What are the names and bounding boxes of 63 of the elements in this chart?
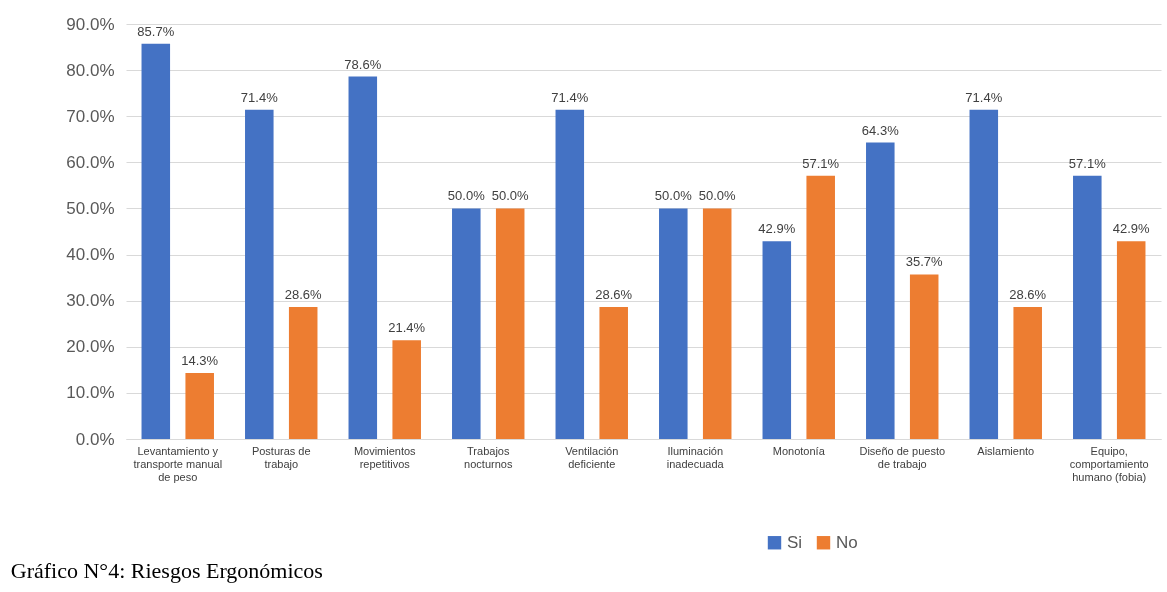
- bar: [348, 76, 378, 439]
- y-tick-label: 0.0%: [75, 429, 115, 449]
- data-label: 57.1%: [1068, 155, 1107, 171]
- data-label: 14.3%: [181, 353, 219, 369]
- data-label: 50.0%: [447, 188, 486, 204]
- y-tick-label: 90.0%: [66, 14, 115, 34]
- data-label: 28.6%: [1009, 287, 1047, 303]
- bar: [495, 208, 525, 439]
- data-label: 71.4%: [965, 89, 1003, 105]
- x-tick-label: Posturas de trabajo: [251, 444, 311, 470]
- bar: [702, 208, 732, 439]
- x-tick-label: Trabajos nocturnos: [464, 444, 513, 470]
- bar: [599, 307, 628, 439]
- data-label: 42.9%: [758, 221, 796, 237]
- x-tick-label: Monotonía: [772, 444, 826, 457]
- bar: [1116, 241, 1146, 439]
- legend-label: No: [836, 532, 858, 552]
- data-label: 28.6%: [284, 287, 323, 303]
- x-tick-label: Ventilación deficiente: [565, 444, 619, 470]
- y-tick-label: 30.0%: [66, 291, 115, 311]
- bar: [659, 208, 688, 439]
- x-tick-label: Diseño de puesto de trabajo: [859, 444, 946, 470]
- x-tick-label: Aislamiento: [977, 444, 1035, 457]
- bar: [806, 175, 835, 439]
- bar: [866, 142, 895, 439]
- bar: [762, 241, 792, 439]
- x-tick-label: Levantamiento y transporte manual de peso: [133, 444, 223, 483]
- bar: [909, 274, 939, 439]
- data-label: 42.9%: [1112, 221, 1151, 237]
- y-tick-label: 40.0%: [66, 245, 115, 265]
- data-label: 71.4%: [551, 89, 589, 105]
- data-label: 78.6%: [344, 56, 382, 72]
- bar: [1073, 175, 1102, 439]
- y-tick-label: 80.0%: [66, 60, 115, 80]
- y-tick-label: 20.0%: [66, 337, 115, 357]
- bar: [185, 373, 214, 439]
- bar: [245, 109, 274, 439]
- x-tick-label: Movimientos repetitivos: [353, 444, 417, 470]
- legend-label: Si: [787, 532, 803, 552]
- bar: [969, 109, 999, 439]
- text: Gráfico N°4: Riesgos Ergonómicos: [10, 558, 323, 583]
- data-label: 64.3%: [861, 122, 900, 138]
- bar: [452, 208, 481, 439]
- y-tick-label: 60.0%: [66, 152, 115, 172]
- data-label: 50.0%: [698, 188, 737, 204]
- y-tick-label: 70.0%: [66, 106, 115, 126]
- x-tick-label: Equipo, comportamiento humano (fobia): [1069, 444, 1149, 483]
- data-label: 85.7%: [137, 23, 175, 39]
- data-label: 21.4%: [388, 320, 426, 336]
- data-label: 28.6%: [595, 287, 633, 303]
- bar: [555, 109, 585, 439]
- data-label: 71.4%: [240, 89, 279, 105]
- x-tick-label: Iluminación inadecuada: [666, 444, 725, 470]
- data-label: 50.0%: [654, 188, 693, 204]
- y-tick-label: 10.0%: [66, 383, 115, 403]
- data-label: 35.7%: [905, 254, 944, 270]
- bar: [1013, 307, 1042, 439]
- bar: [288, 307, 318, 439]
- data-label: 57.1%: [802, 155, 840, 171]
- bar: [392, 340, 421, 439]
- y-tick-label: 50.0%: [66, 198, 115, 218]
- bar: [141, 43, 171, 439]
- data-label: 50.0%: [491, 188, 530, 204]
